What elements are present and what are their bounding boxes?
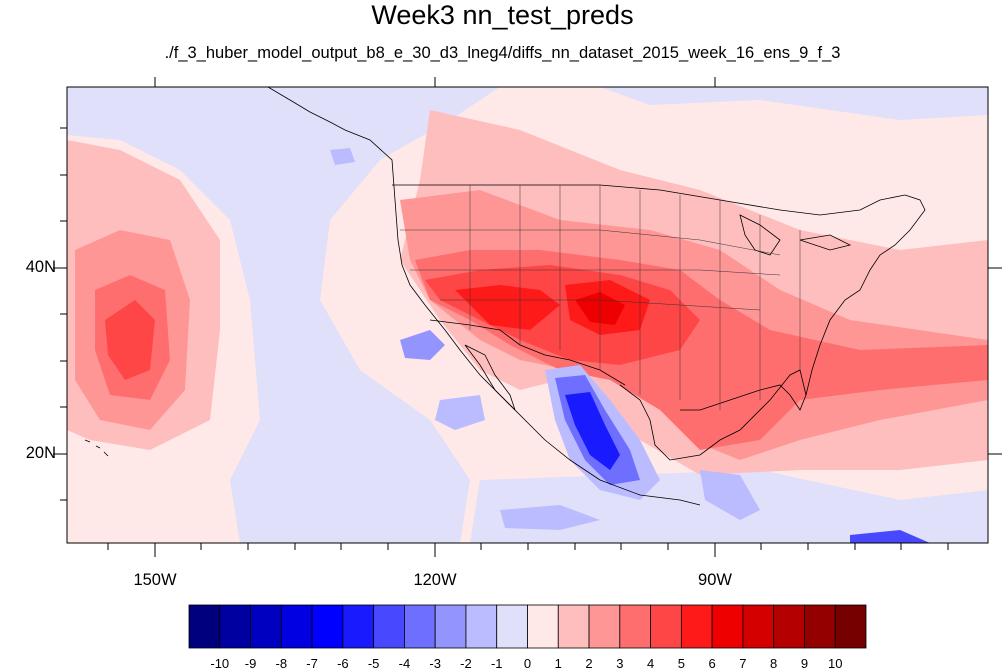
state-borders — [400, 185, 801, 410]
colorbar-swatch — [742, 604, 775, 649]
coastline-baja — [464, 344, 516, 411]
colorbar-swatch — [588, 604, 621, 649]
map-title: Week3 nn_test_preds — [371, 0, 634, 30]
field-blue-patch-5 — [850, 530, 930, 543]
border-mexico — [429, 319, 626, 386]
map-subtitle: ./f_3_huber_model_output_b8_e_30_d3_lneg… — [164, 44, 841, 62]
colorbar-swatch — [557, 604, 590, 649]
axis-ticks — [53, 77, 1002, 557]
colorbar-swatch — [311, 604, 344, 649]
colorbar-tick-label: -8 — [275, 656, 288, 671]
colorbar-tick-label: -10 — [210, 656, 230, 671]
lat-label-20n: 20N — [25, 444, 56, 462]
colorbar-swatch — [404, 604, 436, 649]
field-blue-band — [67, 87, 500, 543]
colorbar-swatch — [188, 604, 221, 649]
colorbar — [188, 604, 867, 649]
coastline-west — [267, 87, 701, 506]
field-blue-patch-6 — [330, 148, 355, 165]
colorbar-swatch — [804, 604, 836, 649]
colorbar-tick-label: 3 — [616, 656, 624, 671]
colorbar-tick-label: 10 — [827, 656, 843, 671]
coastline-hawaii — [84, 439, 109, 457]
field-blue-patch-1 — [400, 330, 445, 360]
colorbar-tick-label: -9 — [244, 656, 257, 671]
colorbar-tick-label: -4 — [398, 656, 411, 671]
colorbar-tick-label: 7 — [739, 656, 747, 671]
colorbar-tick-label: -3 — [429, 656, 441, 671]
colorbar-tick-label: -2 — [460, 656, 472, 671]
colorbar-swatch — [650, 604, 682, 649]
colorbar-tick-label: 4 — [646, 656, 655, 671]
colorbar-tick-label: 0 — [523, 656, 532, 671]
field-blue-north — [600, 87, 988, 120]
lat-label-40n: 40N — [25, 258, 56, 276]
colorbar-swatch — [434, 604, 467, 649]
colorbar-tick-label: -1 — [490, 656, 503, 671]
colorbar-swatch — [280, 604, 313, 649]
colorbar-swatch — [527, 604, 559, 649]
lon-label-120w: 120W — [413, 571, 457, 589]
colorbar-swatch — [219, 604, 251, 649]
colorbar-swatch — [680, 604, 713, 649]
colorbar-swatch — [619, 604, 651, 649]
colorbar-tick-label: -6 — [337, 656, 349, 671]
minor-ticks — [60, 127, 949, 550]
field-blue-patch-2 — [435, 395, 485, 430]
colorbar-tick-label: 9 — [800, 656, 809, 671]
field-blue-patch-4 — [700, 470, 760, 520]
lon-label-90w: 90W — [698, 571, 732, 589]
colorbar-swatch — [465, 604, 498, 649]
lon-label-150w: 150W — [133, 571, 177, 589]
colorbar-tick-label: 8 — [770, 656, 778, 671]
colorbar-swatch — [773, 604, 805, 649]
colorbar-tick-label: 6 — [708, 656, 716, 671]
colorbar-tick-label: 1 — [554, 656, 562, 671]
field-blue-patch-3 — [500, 505, 600, 530]
colorbar-tick-label: 5 — [677, 656, 685, 671]
field-mex-3 — [565, 392, 620, 470]
field-us-5 — [455, 285, 560, 330]
map-field — [67, 87, 988, 543]
colorbar-swatch — [342, 604, 375, 649]
colorbar-tick-label: -7 — [306, 656, 318, 671]
colorbar-swatch — [250, 604, 282, 649]
colorbar-swatch — [711, 604, 744, 649]
colorbar-swatch — [834, 604, 867, 649]
colorbar-swatch — [496, 604, 528, 649]
colorbar-tick-label: -5 — [367, 656, 380, 671]
field-pacific-4 — [105, 300, 155, 380]
colorbar-tick-label: 2 — [585, 656, 593, 671]
coastline-east — [805, 194, 926, 396]
colorbar-swatch — [373, 604, 405, 649]
